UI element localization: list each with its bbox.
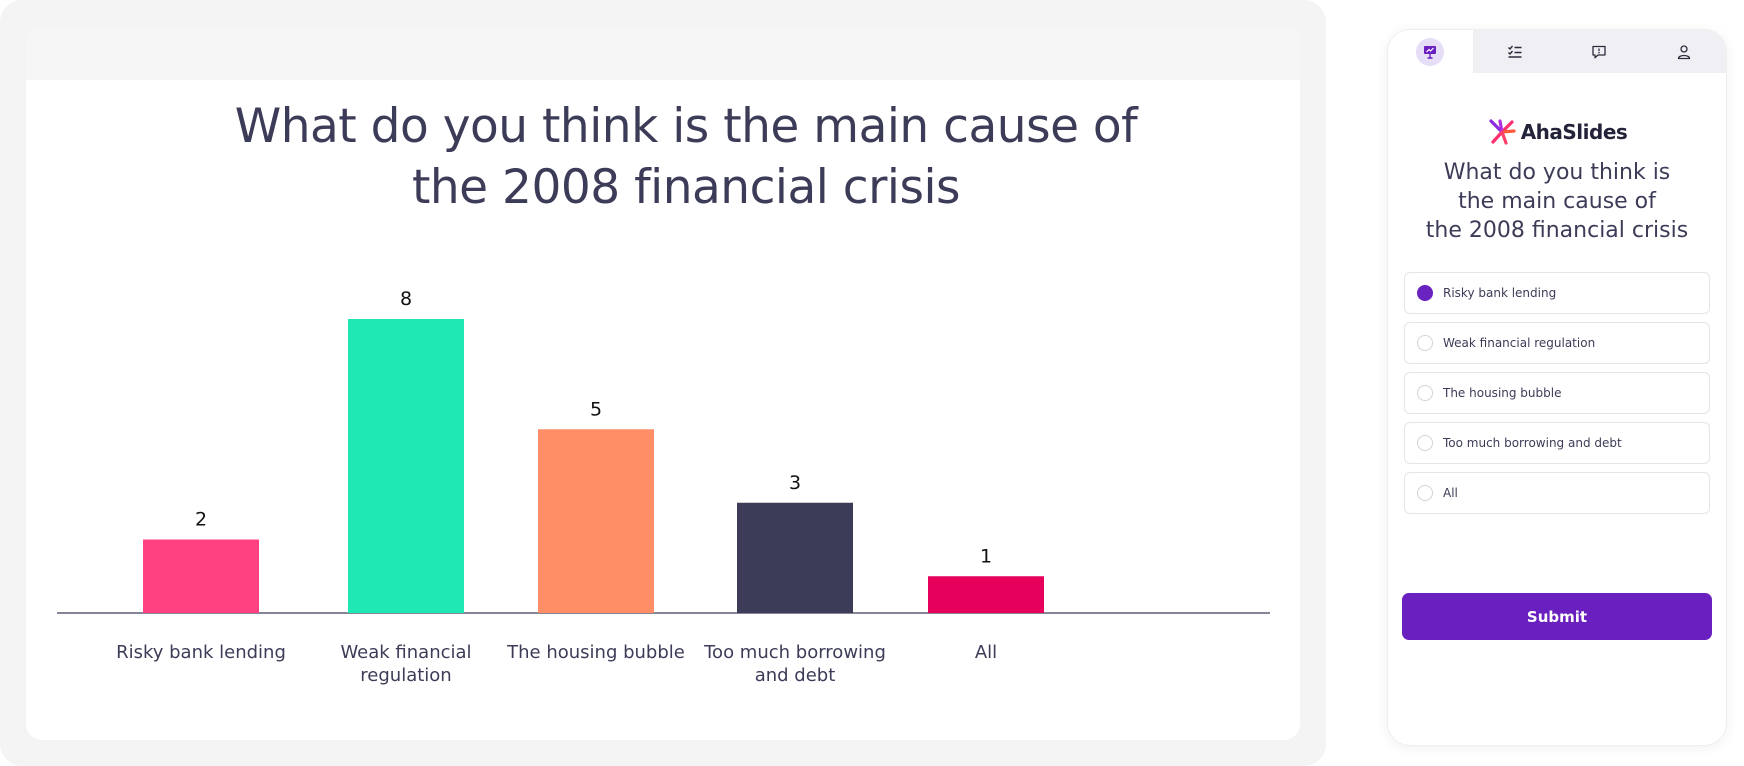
phone-question: What do you think is the main cause of t…	[1425, 160, 1689, 243]
option-weak-financial-regulation[interactable]: Weak financial regulation	[1404, 322, 1710, 364]
option-label: Too much borrowing and debt	[1443, 436, 1622, 450]
option-risky-bank-lending[interactable]: Risky bank lending	[1404, 272, 1710, 314]
bar-chart: 2 Risky bank lending 8 Weak financialregula…	[57, 288, 1270, 686]
checklist-icon	[1507, 45, 1522, 58]
bar	[928, 576, 1044, 613]
phone-tab-bar	[1388, 30, 1726, 73]
tab-chat[interactable]	[1557, 30, 1642, 73]
chat-icon	[1592, 45, 1606, 58]
tab-checklist[interactable]	[1473, 30, 1558, 73]
radio-checked[interactable]	[1417, 285, 1433, 301]
bar-value-label: 8	[400, 288, 412, 310]
tab-profile[interactable]	[1642, 30, 1727, 73]
option-label: Weak financial regulation	[1443, 336, 1596, 350]
presentation-frame: What do you think is the main cause of t…	[0, 0, 1326, 766]
bar-value-label: 1	[980, 545, 992, 567]
bar	[538, 429, 654, 613]
option-label: All	[1443, 486, 1458, 500]
option-label: Risky bank lending	[1443, 286, 1557, 300]
user-icon	[1677, 44, 1690, 59]
radio-unchecked[interactable]	[1417, 385, 1433, 401]
category-label: Too much borrowing	[703, 642, 886, 663]
slide-title-line-1: What do you think is the main cause of	[234, 99, 1138, 154]
bar	[143, 539, 259, 613]
option-housing-bubble[interactable]: The housing bubble	[1404, 372, 1710, 414]
ahaslides-logo-icon	[1489, 119, 1516, 145]
radio-unchecked[interactable]	[1417, 435, 1433, 451]
ahaslides-logo: AhaSlides	[1388, 117, 1726, 147]
logo-text: AhaSlides	[1520, 120, 1628, 144]
slide-title: What do you think is the main cause of t…	[206, 96, 1166, 218]
bar	[737, 502, 853, 613]
radio-unchecked[interactable]	[1417, 485, 1433, 501]
category-label: Risky bank lending	[116, 642, 286, 663]
bar-value-label: 5	[590, 398, 602, 420]
option-too-much-borrowing[interactable]: Too much borrowing and debt	[1404, 422, 1710, 464]
slide-topbar	[26, 26, 1300, 80]
slide-title-line-2: the 2008 financial crisis	[411, 160, 961, 215]
slide: What do you think is the main cause of t…	[26, 26, 1300, 740]
bar	[348, 319, 464, 613]
submit-button[interactable]: Submit	[1402, 593, 1712, 640]
answer-options: Risky bank lending Weak financial regula…	[1404, 272, 1710, 522]
audience-phone-panel: AhaSlides What do you think is the main …	[1388, 30, 1726, 745]
bar-value-label: 2	[195, 509, 207, 531]
category-label: All	[975, 642, 997, 663]
option-label: The housing bubble	[1443, 386, 1562, 400]
category-label: and debt	[755, 665, 836, 686]
category-label: regulation	[360, 665, 451, 686]
bar-value-label: 3	[789, 472, 801, 494]
tab-presentation[interactable]	[1388, 30, 1473, 73]
option-all[interactable]: All	[1404, 472, 1710, 514]
category-label: Weak financial	[340, 642, 471, 663]
presentation-icon	[1424, 45, 1437, 59]
category-label: The housing bubble	[506, 642, 685, 663]
radio-unchecked[interactable]	[1417, 335, 1433, 351]
